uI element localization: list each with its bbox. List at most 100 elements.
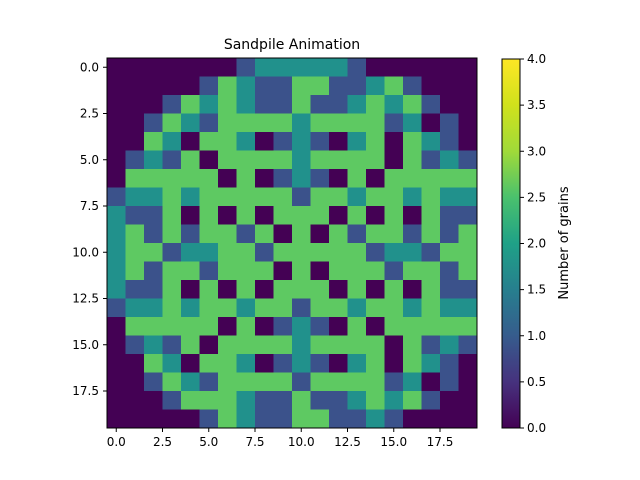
heatmap-cell [236,317,256,336]
heatmap-cell [366,243,385,262]
heatmap-cell [107,409,126,429]
heatmap-cell [181,58,200,77]
heatmap-cell [440,298,459,318]
heatmap-cell [366,298,385,318]
y-axis: 0.0 2.5 5.0 7.5 10.0 12.5 15.0 17.5 [72,60,107,398]
heatmap-cell [181,187,200,207]
heatmap-cell [347,206,367,225]
heatmap-cell [255,409,274,429]
heatmap-cell [310,132,330,151]
heatmap-cell [236,261,256,281]
heatmap-cell [440,58,459,77]
heatmap-cell [199,113,219,133]
heatmap-cell [273,95,293,114]
heatmap-cell [329,280,348,299]
heatmap-cell [236,206,256,225]
heatmap-cell [273,206,293,225]
heatmap-cell [458,58,478,77]
heatmap-cell [384,58,404,77]
heatmap-cell [440,409,459,429]
heatmap-cell [125,76,145,96]
colorbar-tick-label: 3.0 [527,144,546,158]
heatmap-cell [458,372,478,392]
heatmap-cell [403,409,422,429]
heatmap-cell [310,169,330,188]
heatmap-cell [144,169,163,188]
heatmap-cell [125,280,145,299]
heatmap-cell [421,224,441,244]
heatmap-cell [181,354,200,373]
heatmap-cell [347,150,367,170]
heatmap-cell [292,335,311,355]
heatmap-cell [440,391,459,410]
heatmap-cell [403,354,422,373]
heatmap-cell [218,132,237,151]
heatmap-cell [421,243,441,262]
heatmap-cell [310,298,330,318]
heatmap-cell [107,150,126,170]
heatmap-cell [403,280,422,299]
heatmap-cell [199,372,219,392]
heatmap-cell [329,76,348,96]
heatmap-cell [347,132,367,151]
heatmap-cell [181,95,200,114]
heatmap-cell [125,58,145,77]
heatmap-cell [366,261,385,281]
heatmap-cell [403,335,422,355]
heatmap-cell [199,354,219,373]
heatmap-cell [421,335,441,355]
heatmap-cell [199,95,219,114]
heatmap-cell [144,243,163,262]
heatmap-cell [255,76,274,96]
heatmap-cell [199,335,219,355]
heatmap-cell [292,354,311,373]
heatmap-cell [144,95,163,114]
heatmap-cell [384,169,404,188]
heatmap-cell [458,95,478,114]
heatmap-cell [347,298,367,318]
heatmap-cell [403,261,422,281]
heatmap-cell [329,354,348,373]
heatmap-cell [458,409,478,429]
heatmap-cell [107,206,126,225]
heatmap-cell [236,335,256,355]
x-tick-label: 0.0 [107,435,126,449]
heatmap-cell [384,132,404,151]
heatmap-cell [458,224,478,244]
heatmap-cell [273,113,293,133]
colorbar [501,58,521,429]
heatmap-cell [384,280,404,299]
heatmap-cell [366,206,385,225]
heatmap-cell [403,206,422,225]
heatmap-cell [162,335,182,355]
heatmap-cell [199,243,219,262]
heatmap-cell [162,76,182,96]
heatmap-cell [366,224,385,244]
heatmap-cell [384,187,404,207]
x-tick-label: 15.0 [380,435,407,449]
heatmap-cell [347,317,367,336]
heatmap-cell [162,354,182,373]
heatmap-cell [273,298,293,318]
heatmap-cell [458,169,478,188]
heatmap-cell [181,317,200,336]
x-tick-label: 17.5 [427,435,454,449]
heatmap-cell [292,187,311,207]
heatmap-cell [366,335,385,355]
heatmap-cell [458,261,478,281]
heatmap-cell [292,169,311,188]
heatmap-cell [125,372,145,392]
heatmap-cell [403,224,422,244]
heatmap-cell [440,113,459,133]
heatmap-cell [421,317,441,336]
colorbar-tick-label: 2.5 [527,190,546,204]
heatmap-cell [107,391,126,410]
heatmap-cell [162,243,182,262]
heatmap-cell [273,169,293,188]
y-tick-label: 0.0 [80,60,99,74]
colorbar-tick-label: 0.0 [527,421,546,435]
heatmap-cell [144,206,163,225]
heatmap-cell [440,95,459,114]
heatmap-cell [458,317,478,336]
heatmap-cell [162,280,182,299]
